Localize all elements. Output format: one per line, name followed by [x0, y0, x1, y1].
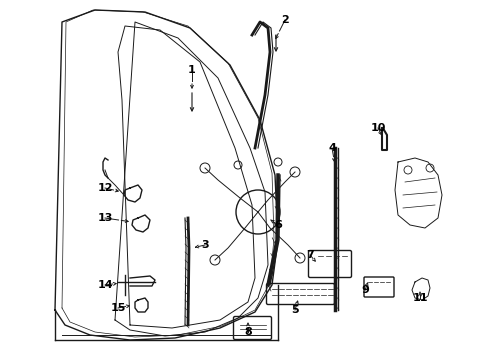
Text: 4: 4 [328, 143, 336, 153]
Text: 8: 8 [244, 327, 252, 337]
Text: 9: 9 [361, 285, 369, 295]
Text: 6: 6 [274, 220, 282, 230]
Text: 11: 11 [412, 293, 428, 303]
Text: 15: 15 [110, 303, 126, 313]
Text: 3: 3 [201, 240, 209, 250]
Text: 5: 5 [291, 305, 299, 315]
Text: 2: 2 [281, 15, 289, 25]
Text: 7: 7 [306, 250, 314, 260]
Text: 12: 12 [97, 183, 113, 193]
Text: 13: 13 [98, 213, 113, 223]
Text: 14: 14 [97, 280, 113, 290]
Text: 10: 10 [370, 123, 386, 133]
Text: 1: 1 [188, 65, 196, 75]
